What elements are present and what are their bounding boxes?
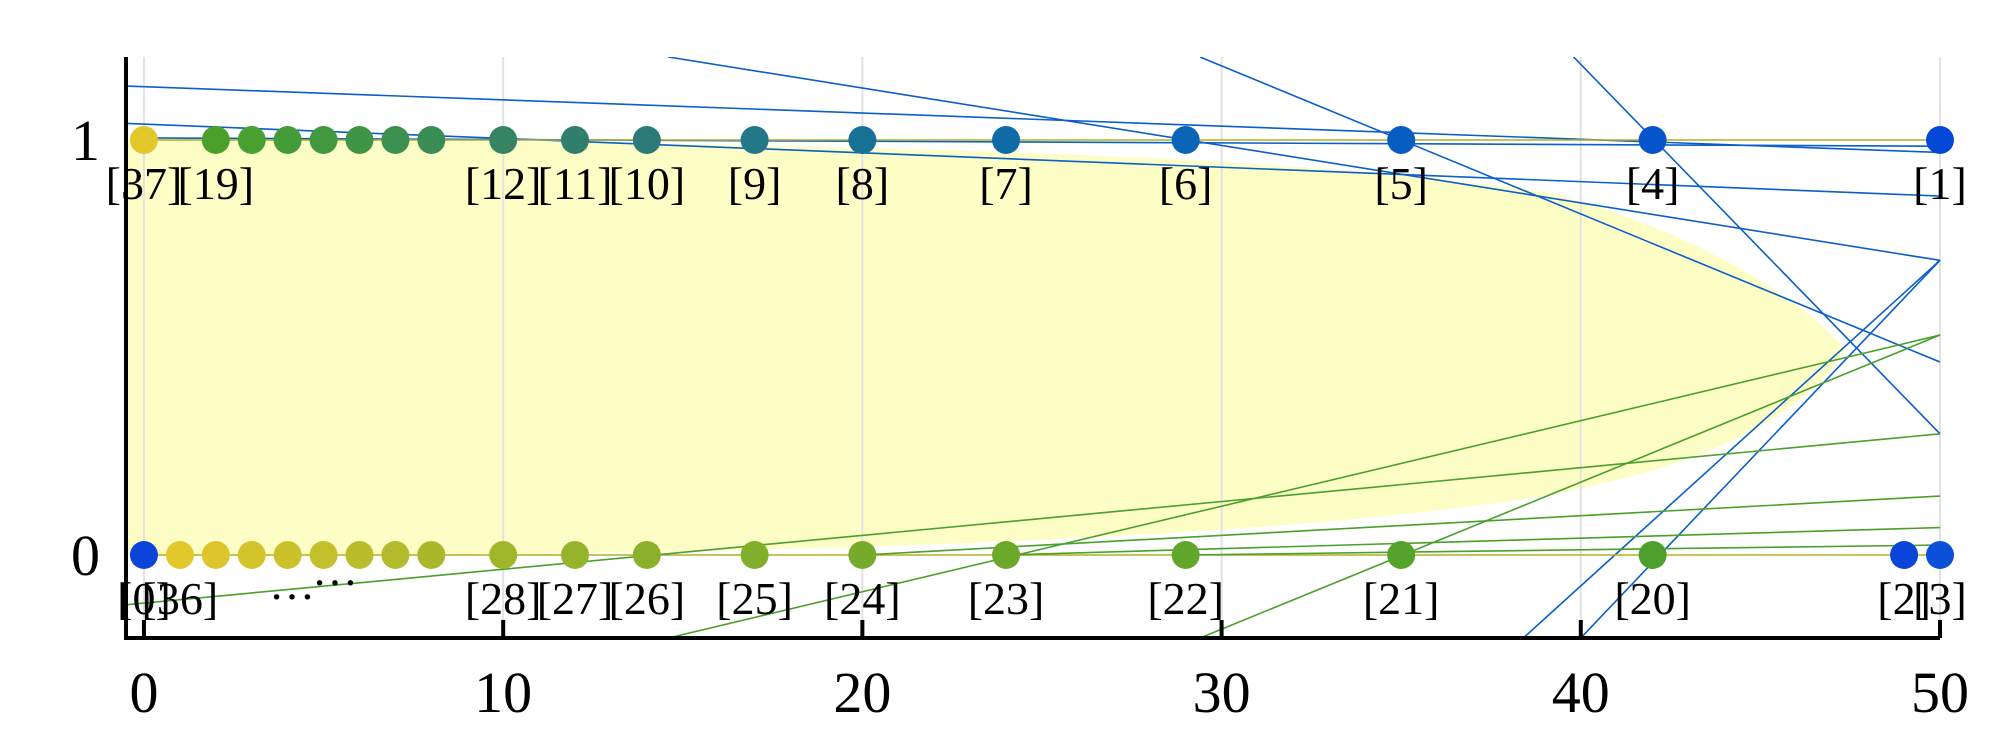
point — [1387, 541, 1416, 569]
point-label: [6] — [1159, 158, 1213, 209]
point — [201, 126, 230, 154]
point — [309, 541, 338, 569]
point — [1890, 541, 1919, 569]
ellipsis: … — [269, 558, 315, 609]
point-label: [7] — [979, 158, 1033, 209]
edge-line — [1199, 334, 1941, 638]
edge-line — [1006, 526, 1941, 556]
edge-line — [1580, 259, 1941, 638]
point-label: [19] — [177, 158, 254, 209]
point-label: [3] — [1913, 573, 1967, 624]
point — [992, 541, 1021, 569]
point — [1926, 541, 1954, 569]
point — [273, 126, 302, 154]
point-label: [27] — [537, 573, 614, 624]
point-label: [37] — [106, 158, 183, 209]
point-label: [36] — [142, 573, 219, 624]
point-label: [11] — [538, 158, 613, 209]
y-tick-label: 0 — [71, 523, 100, 588]
region — [126, 140, 1845, 556]
point-label: [22] — [1147, 573, 1224, 624]
edge-line — [1522, 259, 1941, 638]
point-label: [23] — [968, 573, 1045, 624]
point-label: [21] — [1363, 573, 1440, 624]
point-label: [5] — [1374, 158, 1428, 209]
edge-line — [126, 85, 1941, 154]
x-tick-label: 10 — [474, 660, 532, 725]
edge-line — [1573, 57, 1941, 435]
point-label: [2] — [1877, 573, 1931, 624]
x-tick-label: 40 — [1552, 660, 1610, 725]
y-tick-label: 1 — [71, 108, 100, 173]
edge-line — [668, 57, 1941, 262]
edge-line — [668, 334, 1941, 638]
edge-line — [1185, 544, 1941, 556]
point — [1171, 126, 1200, 154]
points: [37][19] [12][11][10] [9] [8] [7] [6] [5] [4] [1… — [106, 126, 1967, 624]
x-tick-label: 30 — [1193, 660, 1251, 725]
point — [201, 541, 230, 569]
point-label: [28] — [465, 573, 542, 624]
point-label: [24] — [824, 573, 901, 624]
point — [992, 126, 1021, 154]
x-tick-label: 0 — [129, 660, 158, 725]
point — [489, 126, 518, 154]
ellipsis: … — [312, 544, 358, 595]
point — [129, 126, 158, 154]
point-label: [12] — [465, 158, 542, 209]
point — [740, 126, 769, 154]
point — [165, 541, 194, 569]
point — [417, 126, 446, 154]
point-label: [1] — [1913, 158, 1967, 209]
point — [632, 541, 661, 569]
point — [848, 126, 877, 154]
x-tick-label: 50 — [1911, 660, 1969, 725]
x-tick-label: 20 — [833, 660, 891, 725]
edge-line — [1199, 57, 1941, 363]
point — [489, 541, 518, 569]
axes: 0 10 20 30 40 50 0 1 — [71, 57, 1969, 725]
point — [561, 541, 590, 569]
point — [1638, 126, 1667, 154]
point — [1926, 126, 1954, 154]
point — [309, 126, 338, 154]
point-label: [25] — [716, 573, 793, 624]
point — [345, 126, 374, 154]
point-label: [20] — [1614, 573, 1691, 624]
point — [237, 541, 266, 569]
edge-line — [862, 495, 1941, 556]
point — [381, 541, 410, 569]
point — [417, 541, 446, 569]
point — [632, 126, 661, 154]
point-label: [8] — [836, 158, 890, 209]
point — [129, 541, 158, 569]
point-label: [4] — [1626, 158, 1680, 209]
point-label: [10] — [609, 158, 686, 209]
point-label: [26] — [609, 573, 686, 624]
point-label: [9] — [728, 158, 782, 209]
point — [740, 541, 769, 569]
edge-line — [126, 433, 1941, 606]
point — [848, 541, 877, 569]
point — [237, 126, 266, 154]
point — [1387, 126, 1416, 154]
point — [1171, 541, 1200, 569]
point — [1638, 541, 1667, 569]
point — [345, 541, 374, 569]
point — [561, 126, 590, 154]
point — [273, 541, 302, 569]
point — [381, 126, 410, 154]
